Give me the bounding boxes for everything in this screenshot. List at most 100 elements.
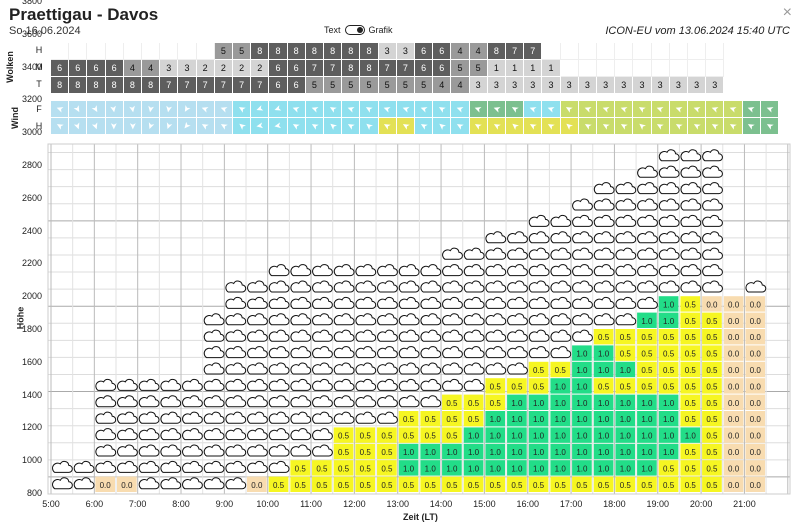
cloud-cell-t: 8 xyxy=(123,77,142,94)
cumulus-cloud-icon xyxy=(312,313,333,326)
thermal-value: 1.0 xyxy=(446,448,458,457)
thermal-value: 1.0 xyxy=(598,432,610,441)
cumulus-cloud-icon xyxy=(528,214,550,227)
thermal-value: 0.5 xyxy=(360,448,372,457)
thermal-value: 0.5 xyxy=(685,382,697,391)
cloud-cell-m: 6 xyxy=(415,60,434,77)
cumulus-cloud-icon xyxy=(637,296,658,309)
wind-cell-h: ➤ xyxy=(287,118,306,135)
thermal-value: 0.5 xyxy=(316,481,328,490)
cloud-cell-t: 7 xyxy=(251,77,270,94)
thermal-cell xyxy=(723,361,744,378)
thermal-value: 0.5 xyxy=(598,481,610,490)
thermal-value: 0.0 xyxy=(750,350,762,359)
cumulus-cloud-icon xyxy=(550,247,572,260)
wind-cell-h: ➤ xyxy=(433,118,452,135)
cumulus-cloud-icon xyxy=(355,411,377,424)
cloud-cell-m xyxy=(597,60,616,77)
thermal-cell xyxy=(593,427,614,443)
wind-cell-f: ➤ xyxy=(669,101,688,118)
thermal-cell xyxy=(680,443,701,460)
wind-cell-h: ➤ xyxy=(123,118,142,135)
cumulus-cloud-icon xyxy=(442,247,463,260)
thermal-value: 1.0 xyxy=(663,448,675,457)
thermal-cell xyxy=(377,476,397,492)
thermal-value: 0.0 xyxy=(706,300,718,309)
thermal-cell xyxy=(377,443,397,460)
thermal-cell xyxy=(702,361,722,378)
cumulus-cloud-icon xyxy=(745,280,767,293)
thermal-value: 0.5 xyxy=(425,481,437,490)
thermal-cell xyxy=(593,443,614,460)
wind-cell-h: ➤ xyxy=(597,118,616,135)
thermal-value: 0.5 xyxy=(511,382,523,391)
cloud-cell-t: 7 xyxy=(196,77,215,94)
cloud-cell-t: 8 xyxy=(142,77,161,94)
height-tick-label: 2200 xyxy=(21,258,42,269)
wind-cell-f: ➤ xyxy=(597,101,616,118)
cumulus-cloud-icon xyxy=(702,280,723,293)
wind-cell-h: ➤ xyxy=(51,118,70,135)
thermal-value: 0.5 xyxy=(706,399,718,408)
cumulus-cloud-icon xyxy=(117,395,138,408)
thermal-cell xyxy=(745,476,766,492)
thermal-cell xyxy=(528,394,549,410)
thermal-cell xyxy=(572,443,592,460)
cloud-cell-m: 1 xyxy=(542,60,561,77)
thermal-cell xyxy=(723,443,744,460)
cumulus-cloud-icon xyxy=(160,411,182,424)
view-toggle-switch[interactable] xyxy=(344,25,365,35)
thermal-value: 0.0 xyxy=(728,350,740,359)
thermal-value: 0.5 xyxy=(663,350,675,359)
cumulus-cloud-icon xyxy=(377,296,398,309)
cumulus-cloud-icon xyxy=(680,182,702,195)
thermal-cell xyxy=(702,296,722,312)
cumulus-cloud-icon xyxy=(225,346,247,359)
cumulus-cloud-icon xyxy=(182,477,203,490)
cumulus-cloud-icon xyxy=(398,296,420,309)
cumulus-cloud-icon xyxy=(160,444,182,457)
wind-cell-h: ➤ xyxy=(633,118,652,135)
wind-cell-f: ➤ xyxy=(487,101,506,118)
cumulus-cloud-icon xyxy=(290,378,312,391)
thermal-value: 0.5 xyxy=(685,464,697,473)
thermal-value: 0.5 xyxy=(338,432,350,441)
toggle-text-label[interactable]: Text xyxy=(324,25,341,35)
cumulus-cloud-icon xyxy=(593,313,615,326)
cumulus-cloud-icon xyxy=(290,296,312,309)
cumulus-cloud-icon xyxy=(485,231,507,244)
cumulus-cloud-icon xyxy=(312,411,333,424)
close-icon[interactable]: × xyxy=(782,4,792,21)
cumulus-cloud-icon xyxy=(203,460,225,473)
thermal-cell xyxy=(658,329,679,345)
cumulus-cloud-icon xyxy=(507,247,528,260)
cloud-cell-m: 6 xyxy=(269,60,288,77)
wind-cell-f: ➤ xyxy=(160,101,179,118)
cumulus-cloud-icon xyxy=(290,411,312,424)
wind-cell-h: ➤ xyxy=(615,118,634,135)
cumulus-cloud-icon xyxy=(160,378,182,391)
thermal-cell xyxy=(550,460,571,476)
thermal-cell xyxy=(442,460,462,476)
thermal-value: 0.5 xyxy=(706,448,718,457)
wind-cell-f: ➤ xyxy=(633,101,652,118)
thermal-cell xyxy=(637,361,657,378)
thermal-value: 0.0 xyxy=(728,317,740,326)
thermal-value: 0.5 xyxy=(446,432,458,441)
toggle-grafik-label[interactable]: Grafik xyxy=(368,25,393,35)
cumulus-cloud-icon xyxy=(203,346,225,359)
thermal-cell xyxy=(550,394,571,410)
thermal-value: 0.5 xyxy=(381,481,393,490)
wind-cell-f: ➤ xyxy=(706,101,725,118)
cumulus-cloud-icon xyxy=(247,296,268,309)
cumulus-cloud-icon xyxy=(680,231,702,244)
thermal-cell xyxy=(723,329,744,345)
cumulus-cloud-icon xyxy=(247,444,268,457)
cloud-cell-m: 4 xyxy=(142,60,161,77)
cumulus-cloud-icon xyxy=(550,214,572,227)
wind-cell-h: ➤ xyxy=(415,118,434,135)
cumulus-cloud-icon xyxy=(572,329,593,342)
cloud-cell-m: 8 xyxy=(360,60,379,77)
cloud-cell-h: 8 xyxy=(305,43,324,60)
thermal-cell xyxy=(572,411,592,427)
